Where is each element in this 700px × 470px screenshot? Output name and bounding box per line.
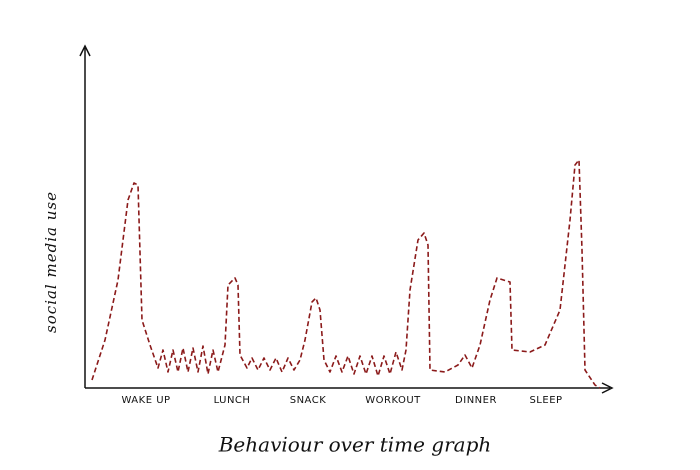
x-tick-label: DINNER: [455, 395, 497, 406]
x-tick-label: SLEEP: [529, 395, 562, 406]
chart-title: Behaviour over time graph: [218, 433, 492, 457]
x-tick-label: LUNCH: [214, 395, 251, 406]
x-tick-label: WORKOUT: [365, 395, 421, 406]
x-tick-label: SNACK: [290, 395, 327, 406]
line: [91, 159, 601, 389]
axes: [79, 44, 614, 394]
y-arrow: [79, 44, 91, 57]
x-tick-label: WAKE UP: [121, 395, 170, 406]
y-axis-label: social media use: [42, 191, 60, 333]
x-arrow: [601, 382, 614, 394]
